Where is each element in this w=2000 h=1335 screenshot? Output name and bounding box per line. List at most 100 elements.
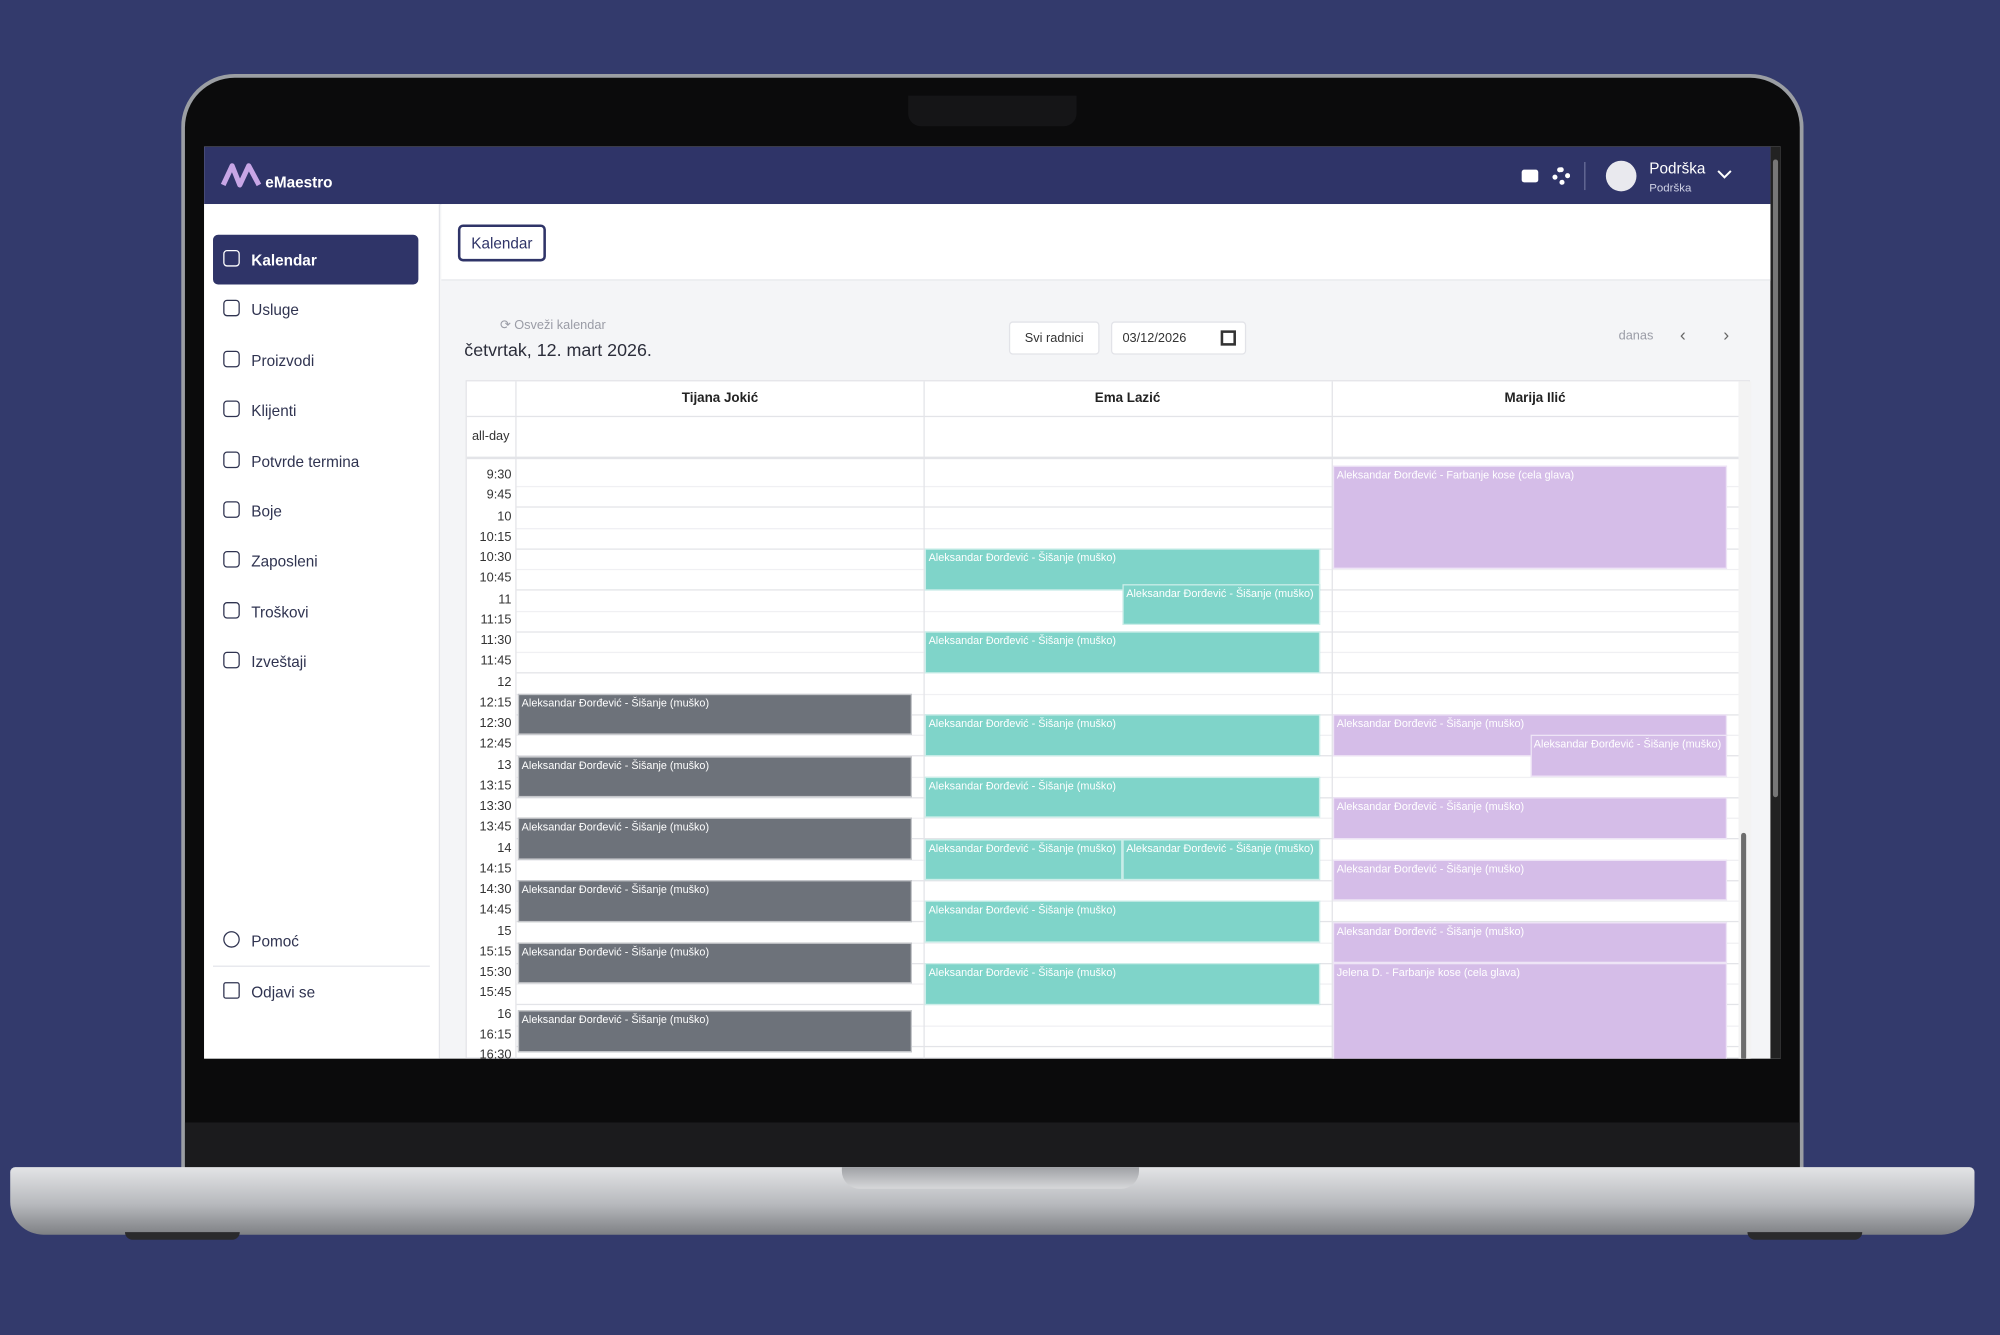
nav-icon xyxy=(223,350,240,368)
user-role: Podrška xyxy=(1649,181,1692,194)
time-label: 14 xyxy=(497,841,512,856)
nav-label[interactable]: Odjavi se xyxy=(251,982,316,1001)
nav-item[interactable]: Usluge xyxy=(213,284,418,334)
slot-line xyxy=(516,755,1739,757)
appointment[interactable]: Aleksandar Đorđević - Šišanje (muško) xyxy=(517,755,912,798)
calendar: all-day Tijana Jokić Ema Lazić Marija Ilić 9… xyxy=(465,380,1752,1059)
time-label: 9:30 xyxy=(486,468,512,483)
appointment[interactable]: Aleksandar Đorđević - Šišanje (muško) xyxy=(924,838,1123,881)
appointment[interactable]: Aleksandar Đorđević - Šišanje (muško) xyxy=(1122,838,1321,881)
today-button[interactable]: danas xyxy=(1618,329,1654,344)
settings-icon[interactable] xyxy=(1552,167,1571,185)
appointment[interactable]: Aleksandar Đorđević - Šišanje (muško) xyxy=(1529,735,1728,777)
user-menu-chevron[interactable] xyxy=(1717,170,1732,180)
nav-label[interactable]: Troškovi xyxy=(251,602,309,621)
time-label: 16:30 xyxy=(479,1048,512,1059)
appointment[interactable]: Aleksandar Đorđević - Šišanje (muško) xyxy=(517,817,912,860)
nav-label[interactable]: Potvrde termina xyxy=(251,452,360,471)
column-border xyxy=(923,381,925,461)
staff-filter[interactable]: Svi radnici xyxy=(1008,321,1100,355)
appointment[interactable]: Aleksandar Đorđević - Šišanje (muško) xyxy=(924,963,1321,1005)
nav-item[interactable]: Klijenti xyxy=(213,385,418,435)
refresh-button[interactable]: ⟳ Osveži kalendar xyxy=(499,318,606,333)
slot-line xyxy=(516,1045,1739,1047)
nav-icon xyxy=(223,651,240,669)
appointment[interactable]: Jelena D. - Farbanje kose (cela glava) xyxy=(1332,963,1728,1059)
calendar-scroll-thumb[interactable] xyxy=(1741,832,1747,1059)
date-title: četvrtak, 12. mart 2026. xyxy=(464,339,652,360)
appointment[interactable]: Aleksandar Đorđević - Šišanje (muško) xyxy=(1332,859,1728,901)
nav-label[interactable]: Proizvodi xyxy=(251,351,315,370)
nav-item[interactable]: Odjavi se xyxy=(213,967,418,1017)
time-label: 15 xyxy=(497,924,512,939)
nav-label[interactable]: Klijenti xyxy=(251,401,297,420)
nav-item[interactable]: Proizvodi xyxy=(213,335,418,385)
nav-item[interactable]: Troškovi xyxy=(213,587,418,637)
nav-item[interactable]: Kalendar xyxy=(213,234,419,285)
time-label: 12:30 xyxy=(479,716,512,731)
time-label: 14:45 xyxy=(479,903,512,918)
appointment[interactable]: Aleksandar Đorđević - Šišanje (muško) xyxy=(517,1010,912,1053)
messages-icon[interactable] xyxy=(1521,169,1539,183)
page-scrollbar[interactable] xyxy=(1770,146,1781,1059)
nav-label[interactable]: Zaposleni xyxy=(251,551,318,570)
time-label: 16:15 xyxy=(479,1027,512,1042)
date-input-value[interactable]: 03/12/2026 xyxy=(1122,331,1187,346)
user-name[interactable]: Podrška xyxy=(1649,159,1706,178)
brand: eMaestro xyxy=(265,173,333,192)
prev-button[interactable]: ‹ xyxy=(1679,323,1686,345)
nav-item[interactable]: Boje xyxy=(213,486,418,536)
appointment[interactable]: Aleksandar Đorđević - Šišanje (muško) xyxy=(924,714,1321,756)
slot-line xyxy=(516,485,1739,488)
laptop-foot xyxy=(124,1232,240,1240)
slot-line xyxy=(516,1004,1739,1006)
time-label: 11 xyxy=(498,592,512,607)
time-label: 11:30 xyxy=(480,633,512,648)
time-label: 13:30 xyxy=(479,799,512,814)
time-label: 10:30 xyxy=(479,551,512,566)
time-grid: 9:30 9:45 10 10:15 10:30 10:45 11 11:15 11:30 11:… xyxy=(467,460,1739,1059)
column-border xyxy=(1331,460,1333,1059)
nav-icon xyxy=(223,501,240,518)
time-label: 13 xyxy=(497,758,512,773)
appointment[interactable]: Aleksandar Đorđević - Šišanje (muško) xyxy=(517,942,912,984)
lid-bottom xyxy=(184,1122,1800,1169)
appointment[interactable]: Aleksandar Đorđević - Šišanje (muško) xyxy=(1332,797,1728,839)
nav-item[interactable]: Izveštaji xyxy=(213,636,418,686)
avatar[interactable] xyxy=(1605,160,1637,192)
appointment[interactable]: Aleksandar Đorđević - Šišanje (muško) xyxy=(517,880,912,922)
nav-item[interactable]: Zaposleni xyxy=(213,536,418,586)
nav-label[interactable]: Kalendar xyxy=(251,250,317,269)
time-column-border xyxy=(515,460,517,1059)
nav-icon xyxy=(223,602,240,619)
refresh-label[interactable]: Osveži kalendar xyxy=(514,318,606,333)
appointment[interactable]: Aleksandar Đorđević - Šišanje (muško) xyxy=(1122,583,1321,626)
time-label: 13:15 xyxy=(479,779,512,794)
column-border xyxy=(1331,381,1333,461)
nav-label[interactable]: Usluge xyxy=(251,300,299,319)
nav-label[interactable]: Boje xyxy=(251,501,282,520)
nav-item[interactable]: Pomoć xyxy=(213,916,418,966)
appointment[interactable]: Aleksandar Đorđević - Šišanje (muško) xyxy=(517,693,912,736)
slot-line xyxy=(516,941,1739,944)
appointment[interactable]: Aleksandar Đorđević - Šišanje (muško) xyxy=(1332,921,1728,964)
tab[interactable]: Kalendar xyxy=(457,224,546,262)
appointment[interactable]: Aleksandar Đorđević - Šišanje (muško) xyxy=(924,900,1321,943)
appointment[interactable]: Aleksandar Đorđević - Šišanje (muško) xyxy=(924,631,1321,673)
next-button[interactable]: › xyxy=(1723,323,1730,345)
nav-item[interactable]: Potvrde termina xyxy=(213,436,418,486)
nav-label[interactable]: Izveštaji xyxy=(251,652,307,671)
appointment[interactable]: Aleksandar Đorđević - Farbanje kose (cel… xyxy=(1332,465,1728,570)
date-input[interactable]: 03/12/2026 xyxy=(1110,321,1247,355)
calendar-icon[interactable] xyxy=(1220,330,1236,346)
appointment[interactable]: Aleksandar Đorđević - Šišanje (muško) xyxy=(924,548,1321,590)
divider xyxy=(1584,161,1586,191)
nav-label[interactable]: Pomoć xyxy=(251,931,299,950)
slot-line xyxy=(516,879,1739,882)
slot-line xyxy=(516,672,1739,674)
slot-line xyxy=(516,527,1739,529)
appointment[interactable]: Aleksandar Đorđević - Šišanje (muško) xyxy=(924,776,1321,818)
time-label: 12:45 xyxy=(479,737,512,752)
time-label: 9:45 xyxy=(486,488,512,503)
